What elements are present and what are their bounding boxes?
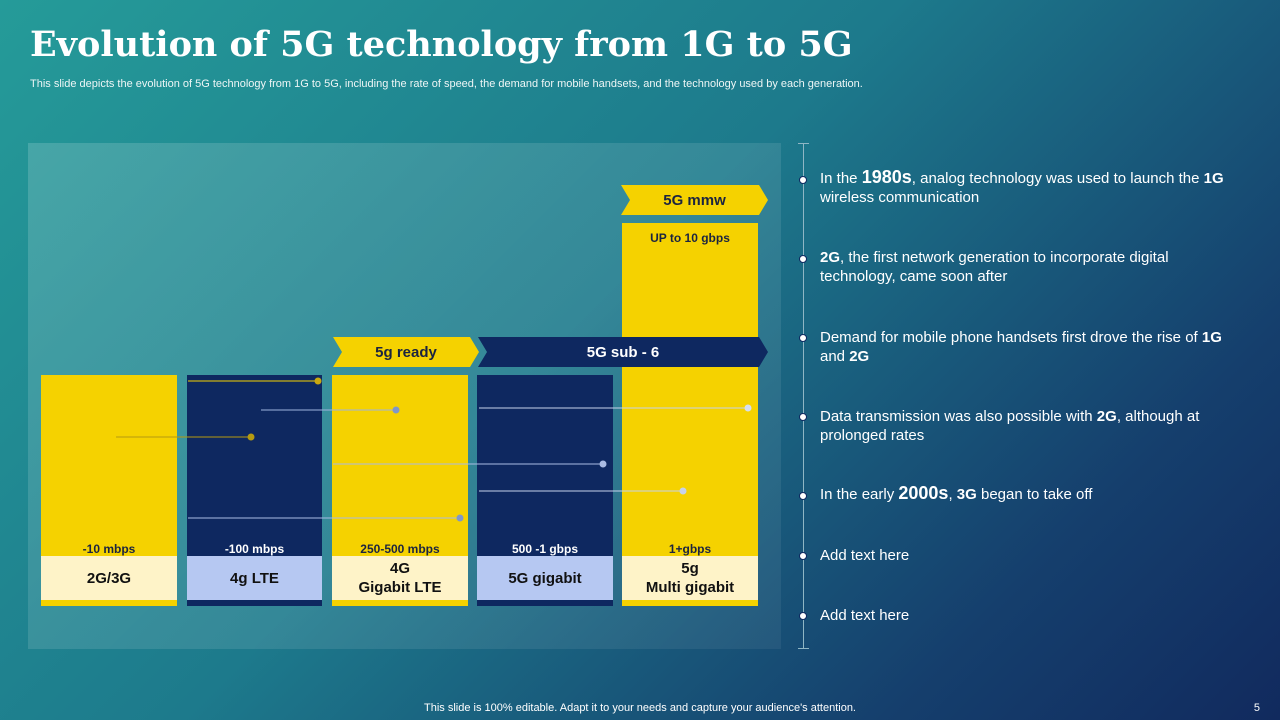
bar-4g-lte: -100 mbps 4g LTE xyxy=(187,375,322,606)
slide-title: Evolution of 5G technology from 1G to 5G xyxy=(30,24,853,65)
highlight-year: 1980s xyxy=(861,167,912,187)
speed-label: -10 mbps xyxy=(82,542,136,556)
connector-6 xyxy=(479,487,687,495)
speed-label: -100 mbps xyxy=(224,542,285,556)
generation-label: 4g LTE xyxy=(187,556,322,600)
highlight-term: 3G xyxy=(956,486,977,503)
text: , xyxy=(948,486,957,503)
text: Add text here xyxy=(820,607,910,624)
text: , the first network generation to incorp… xyxy=(820,249,1169,285)
timeline-item-data: Data transmission was also possible with… xyxy=(820,407,1230,445)
timeline-dot xyxy=(799,612,807,620)
text: Data transmission was also possible with xyxy=(820,408,1097,425)
connector-7 xyxy=(188,514,464,522)
text: and xyxy=(820,348,850,365)
timeline-item-placeholder: Add text here xyxy=(820,546,1230,565)
text: , analog technology was used to launch t… xyxy=(911,170,1204,187)
text: began to take off xyxy=(976,486,1093,503)
text: , although at prolonged rates xyxy=(820,408,1200,444)
timeline-dot xyxy=(799,492,807,500)
highlight-term: 1G xyxy=(1201,329,1222,346)
banner-5g-mmw: 5G mmw xyxy=(621,185,768,215)
timeline-dot xyxy=(799,334,807,342)
page-number: 5 xyxy=(1253,702,1260,714)
timeline-item-placeholder: Add text here xyxy=(820,606,1230,625)
speed-label: 250-500 mbps xyxy=(360,542,440,556)
top-speed-note: UP to 10 gbps xyxy=(650,231,730,245)
banner-5g-sub6: 5G sub - 6 xyxy=(478,337,768,367)
text: Demand for mobile phone handsets first d… xyxy=(820,329,1202,346)
timeline-item-2000s: In the early 2000s, 3G began to take off xyxy=(820,484,1230,504)
timeline-dot xyxy=(799,552,807,560)
highlight-term: 2G xyxy=(849,348,870,365)
generation-label: 5G gigabit xyxy=(477,556,613,600)
generation-label: 2G/3G xyxy=(41,556,177,600)
slide-subtitle: This slide depicts the evolution of 5G t… xyxy=(30,78,863,90)
connector-5 xyxy=(333,460,607,468)
text: wireless communication xyxy=(820,189,980,206)
generation-label: 4G Gigabit LTE xyxy=(332,556,468,600)
highlight-term: 2G xyxy=(1096,408,1117,425)
bar-5g-multi-gigabit: UP to 10 gbps 1+gbps 5g Multi gigabit xyxy=(622,223,758,606)
text: In the early xyxy=(820,486,899,503)
timeline-item-demand: Demand for mobile phone handsets first d… xyxy=(820,328,1230,366)
timeline-item-2g: 2G, the first network generation to inco… xyxy=(820,248,1230,286)
speed-label: 1+gbps xyxy=(668,542,712,556)
timeline-dot xyxy=(799,176,807,184)
timeline-dot xyxy=(799,255,807,263)
generation-label: 5g Multi gigabit xyxy=(622,556,758,600)
connector-3 xyxy=(479,404,752,412)
highlight-term: 2G xyxy=(820,249,841,266)
speed-label: 500 -1 gbps xyxy=(511,542,579,556)
timeline-axis xyxy=(803,143,804,649)
timeline-item-1980s: In the 1980s, analog technology was used… xyxy=(820,168,1230,207)
timeline-dot xyxy=(799,413,807,421)
timeline-cap-top xyxy=(798,143,809,144)
bar-2g-3g: -10 mbps 2G/3G xyxy=(41,375,177,606)
highlight-term: 1G xyxy=(1203,170,1224,187)
banner-5g-ready: 5g ready xyxy=(333,337,479,367)
connector-2 xyxy=(261,406,400,414)
text: In the xyxy=(820,170,862,187)
timeline-cap-bottom xyxy=(798,648,809,649)
text: Add text here xyxy=(820,547,910,564)
slide-footer: This slide is 100% editable. Adapt it to… xyxy=(424,702,856,714)
bar-4g-gigabit-lte: 250-500 mbps 4G Gigabit LTE xyxy=(332,375,468,606)
highlight-year: 2000s xyxy=(898,483,949,503)
connector-1 xyxy=(188,377,322,385)
connector-4 xyxy=(116,433,255,441)
